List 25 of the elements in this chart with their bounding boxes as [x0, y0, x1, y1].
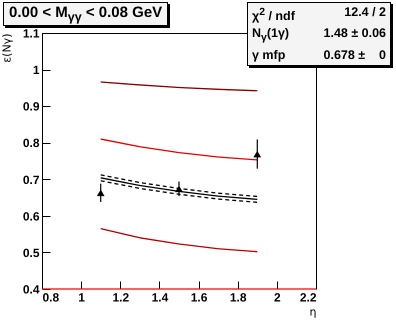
x-tick-label: 1.8: [230, 290, 247, 304]
y-tick-label: 0.7: [22, 172, 40, 187]
annotation: γ mfp: [252, 46, 286, 64]
y-tick-label: 1.1: [22, 26, 40, 40]
line-series: [100, 138, 258, 161]
y-tick-label: 0.8: [22, 136, 40, 150]
y-tick-label: 0.9: [22, 100, 40, 114]
chart-title: 0.00 < M$_{γγ}$ < 0.08 GeV: [3, 2, 168, 26]
line-series: [100, 81, 258, 92]
y-tick-label: 0.6: [22, 209, 40, 224]
x-axis-title: η: [310, 306, 317, 318]
x-tick-label: 1: [78, 290, 86, 304]
y-axis-title: ε(Nγ): [0, 34, 14, 63]
stats-box: χ$^{2}$ / ndf 12.4 / 2 N$_{γ}$(1γ) 1.48 ± 0.06 γ mfp 0.678 ± 0: [247, 2, 391, 66]
x-tick-label: 2.2: [300, 290, 317, 304]
y-tick-label: 0.4: [22, 282, 40, 296]
y-tick-label: 1: [32, 63, 40, 78]
x-tick-label: 2: [274, 290, 282, 304]
annotation: N$_{γ}$(1γ): [252, 25, 290, 46]
y-tick-label: 0.5: [22, 246, 40, 260]
x-tick-label: 1.2: [112, 290, 130, 304]
x-tick-label: 0.8: [42, 290, 60, 304]
x-tick-label: 1.6: [190, 290, 208, 304]
x-tick-label: 1.4: [152, 290, 169, 304]
line-series: [100, 228, 258, 252]
